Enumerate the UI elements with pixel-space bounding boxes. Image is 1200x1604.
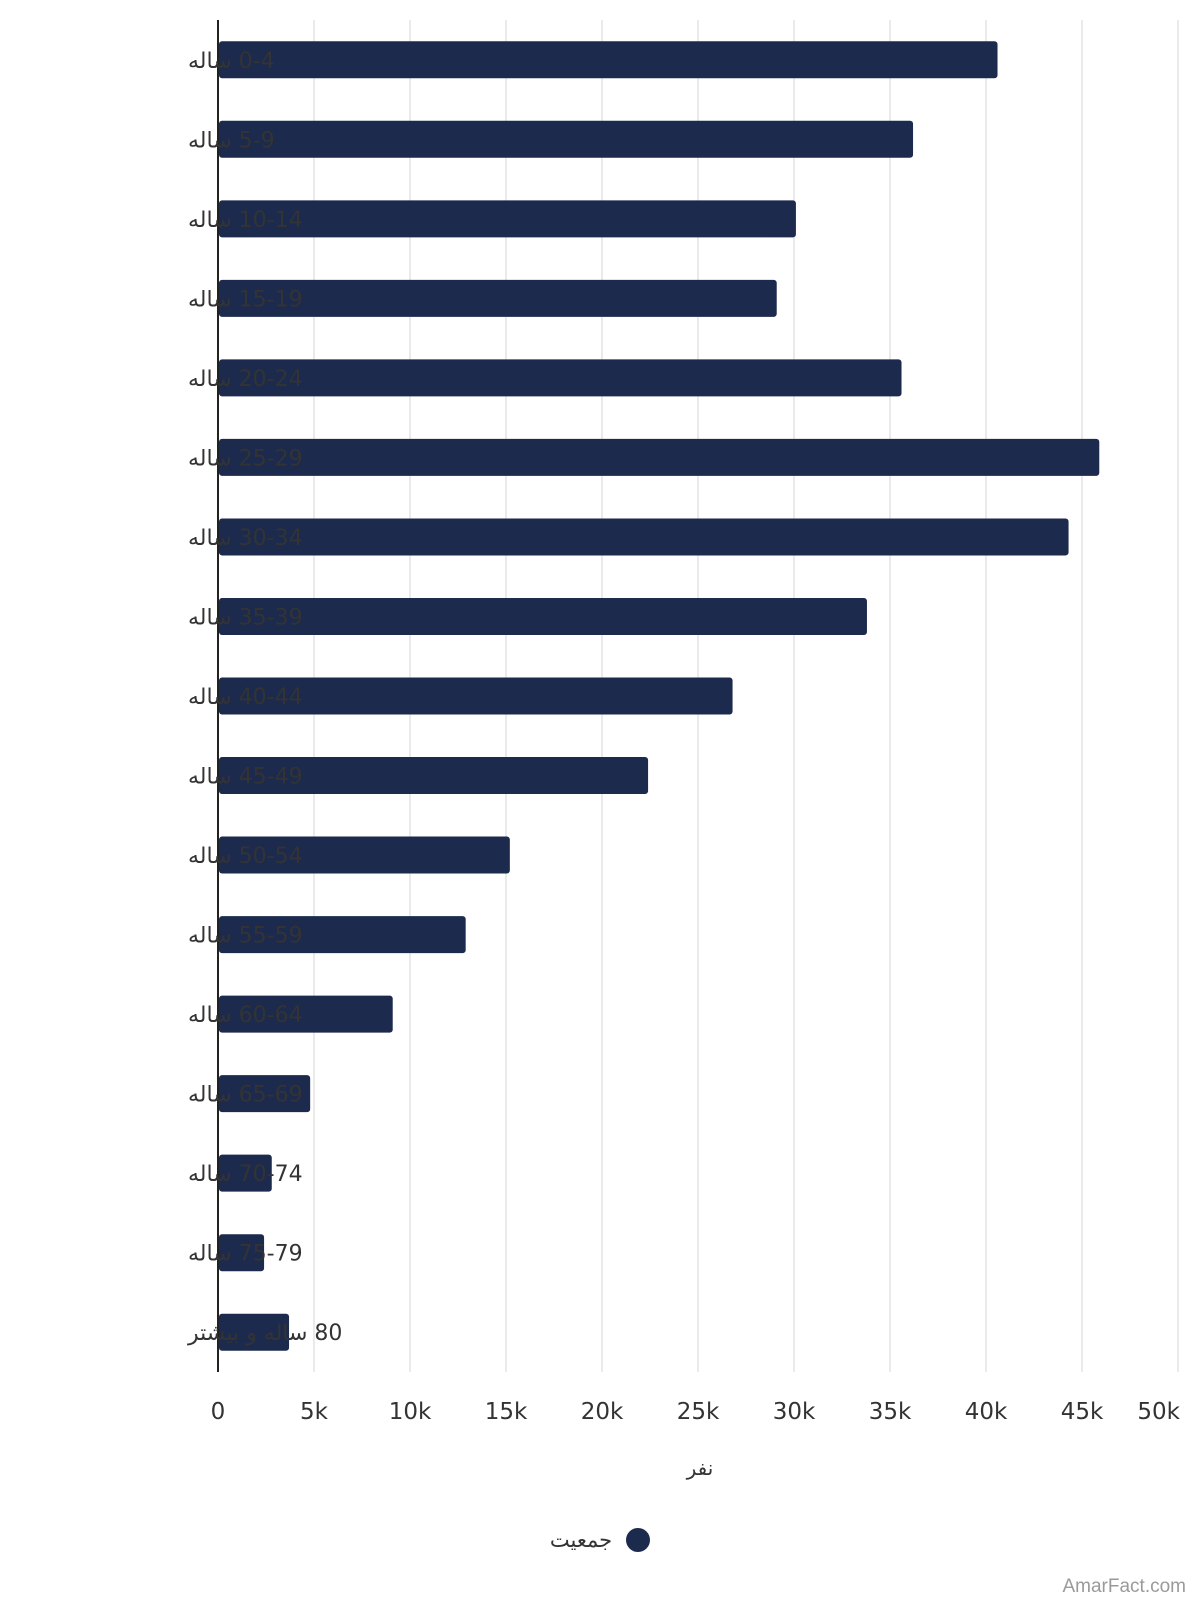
bar[interactable] (219, 1154, 272, 1192)
x-tick-label: 35k (869, 1399, 912, 1425)
category-label: 40-44 ساله (188, 685, 303, 710)
x-tick-label: 20k (581, 1399, 624, 1425)
category-label: 55-59 ساله (188, 924, 303, 949)
category-label: 5-9 ساله (188, 128, 275, 153)
bar[interactable] (219, 757, 649, 795)
bar[interactable] (219, 438, 1100, 476)
x-tick-label: 30k (773, 1399, 816, 1425)
bar[interactable] (219, 1234, 265, 1272)
category-label: 25-29 ساله (188, 446, 303, 471)
category-label: 15-19 ساله (188, 287, 303, 312)
x-tick-label: 15k (485, 1399, 528, 1425)
category-label: 30-34 ساله (188, 526, 303, 551)
category-label: 35-39 ساله (188, 605, 303, 630)
legend-label: جمعیت (549, 1528, 613, 1552)
tick-labels: 0 5k 10k 15k 20k 25k 30k 35k 40k 45k 50k 0-4 ساله 5-… (187, 49, 1181, 1425)
x-axis-title: نفر (686, 1456, 714, 1480)
category-label: 10-14 ساله (188, 208, 303, 233)
watermark: AmarFact.com (1062, 1576, 1186, 1597)
x-tick-label: 40k (965, 1399, 1008, 1425)
bar[interactable] (219, 597, 867, 635)
bar[interactable] (219, 836, 510, 874)
category-label: 75-79 ساله (188, 1242, 303, 1267)
bar[interactable] (219, 677, 733, 715)
x-tick-label: 25k (677, 1399, 720, 1425)
category-label: 65-69 ساله (188, 1083, 303, 1108)
category-label: 60-64 ساله (188, 1003, 303, 1028)
bar[interactable] (219, 1313, 290, 1351)
x-tick-label: 50k (1137, 1399, 1180, 1425)
category-label: 70-74 ساله (188, 1162, 303, 1187)
bars (219, 41, 1100, 1351)
category-label: 20-24 ساله (188, 367, 303, 392)
x-tick-label: 45k (1061, 1399, 1104, 1425)
bar[interactable] (219, 279, 777, 317)
bar[interactable] (219, 41, 998, 79)
category-label: 0-4 ساله (188, 49, 275, 74)
bar[interactable] (219, 1075, 311, 1113)
x-tick-label: 5k (300, 1399, 329, 1425)
bar[interactable] (219, 120, 914, 158)
bar[interactable] (219, 518, 1069, 556)
legend-marker-icon (626, 1528, 651, 1552)
x-tick-label: 0 (211, 1399, 226, 1425)
x-tick-label: 10k (389, 1399, 432, 1425)
category-label: 45-49 ساله (188, 765, 303, 790)
legend: جمعیت (0, 1528, 1200, 1552)
bar[interactable] (219, 359, 902, 397)
bar[interactable] (219, 995, 393, 1033)
bar[interactable] (219, 200, 796, 238)
category-label: 80 ساله و بیشتر (187, 1321, 342, 1346)
bar[interactable] (219, 916, 466, 954)
category-label: 50-54 ساله (188, 844, 303, 869)
